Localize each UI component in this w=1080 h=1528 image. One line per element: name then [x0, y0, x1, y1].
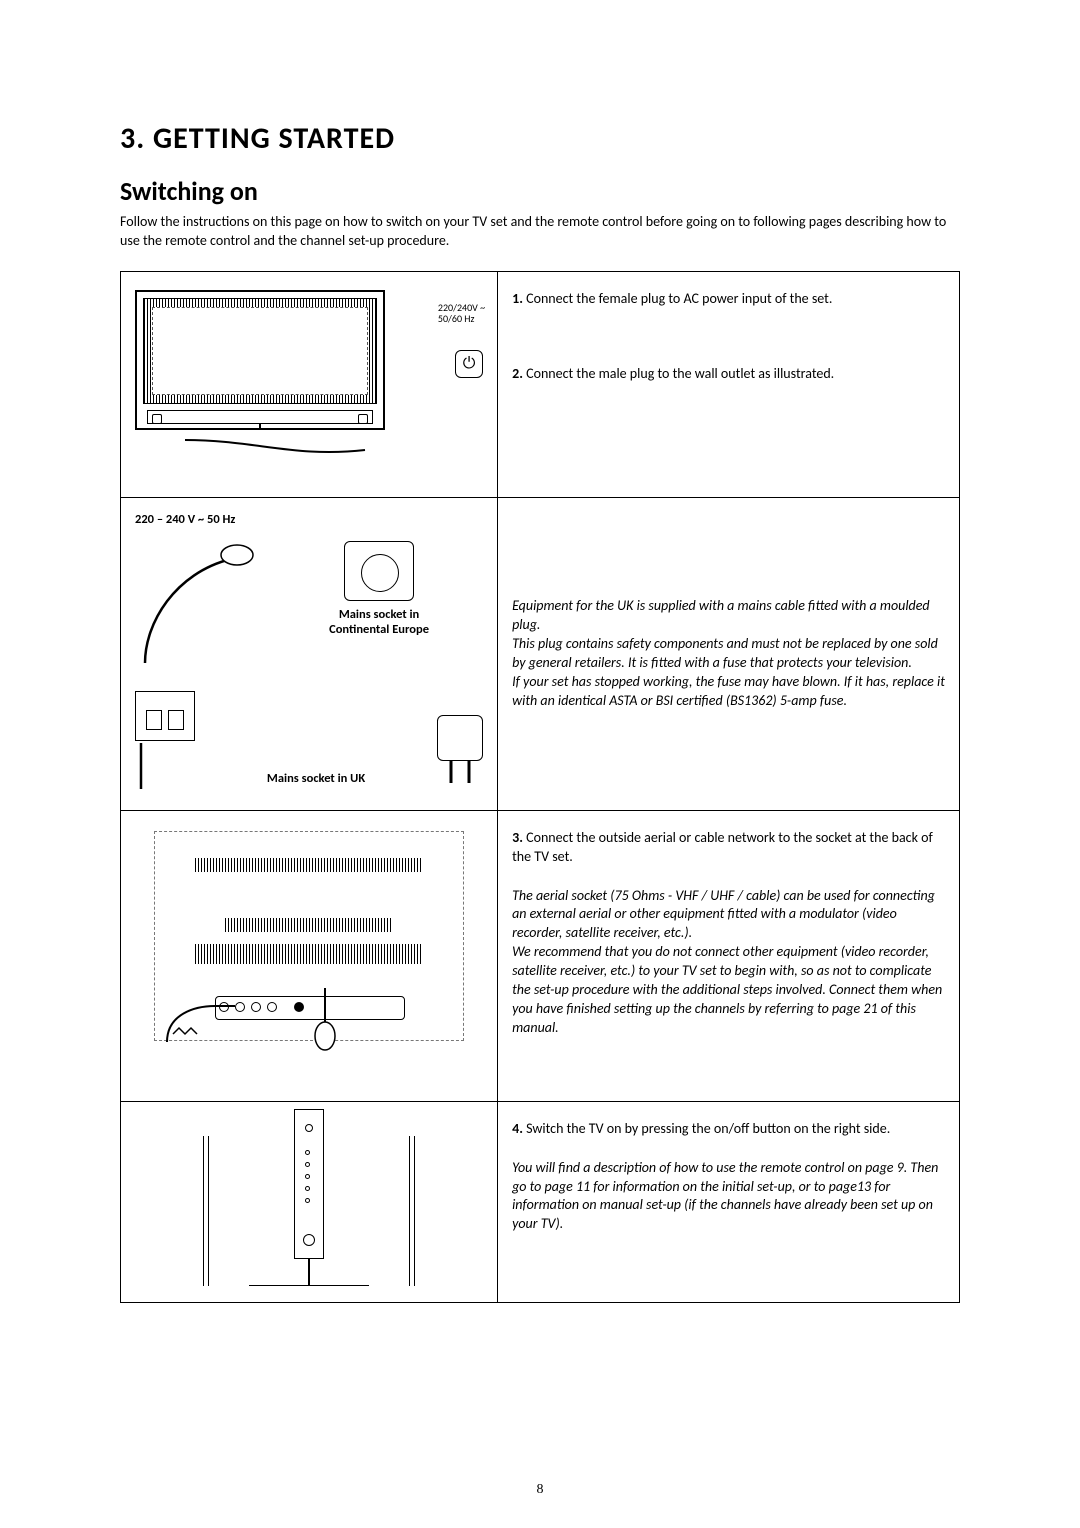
power-cable-illustration — [135, 438, 395, 478]
illustration-cell-mains: 220 – 240 V ~ 50 Hz Mains socket in Cont… — [121, 498, 498, 810]
text-cell-uk-note: Equipment for the UK is supplied with a … — [498, 498, 959, 810]
step-2-text: Connect the male plug to the wall outlet… — [523, 365, 834, 382]
uk-plug-note: Equipment for the UK is supplied with a … — [512, 597, 945, 710]
step-1: 1. Connect the female plug to AC power i… — [512, 290, 945, 309]
aerial-connector-illustration — [305, 988, 345, 1058]
uk-socket-icon — [135, 691, 195, 741]
step-3-number: 3. — [512, 829, 523, 846]
table-row: 220 – 240 V ~ 50 Hz Mains socket in Cont… — [121, 498, 959, 811]
page-number: 8 — [0, 1482, 1080, 1498]
eu-label-line1: Mains socket in — [275, 607, 483, 622]
tv-back-panel-illustration — [154, 831, 464, 1041]
step-4-text: Switch the TV on by pressing the on/off … — [523, 1120, 890, 1137]
section-title: Switching on — [120, 175, 960, 207]
step-3-text: Connect the outside aerial or cable netw… — [512, 829, 933, 865]
illustration-cell-power-input: 220/240V ~ 50/60 Hz ⏻ — [121, 272, 498, 497]
step-2: 2. Connect the male plug to the wall out… — [512, 365, 945, 384]
eu-socket-icon — [344, 541, 414, 601]
uk-plug-pins — [437, 761, 483, 791]
intro-paragraph: Follow the instructions on this page on … — [120, 213, 960, 251]
table-row: 4. Switch the TV on by pressing the on/o… — [121, 1102, 959, 1302]
step-4: 4. Switch the TV on by pressing the on/o… — [512, 1120, 945, 1139]
step-2-number: 2. — [512, 365, 523, 382]
uk-plug-icon — [437, 715, 483, 761]
aerial-note: The aerial socket (75 Ohms - VHF / UHF /… — [512, 887, 945, 1038]
step-3: 3. Connect the outside aerial or cable n… — [512, 829, 945, 867]
wall-plug-icon: ⏻ — [455, 350, 483, 378]
aerial-cable-illustration — [165, 1004, 285, 1044]
step-1-number: 1. — [512, 290, 523, 307]
uk-label: Mains socket in UK — [207, 771, 425, 786]
eu-plug-illustration — [135, 533, 265, 673]
table-row: 220/240V ~ 50/60 Hz ⏻ 1. Connect the fem… — [121, 272, 959, 498]
illustration-cell-aerial — [121, 811, 498, 1101]
voltage-heading: 220 – 240 V ~ 50 Hz — [135, 512, 483, 527]
uk-cable-illustration — [135, 741, 185, 791]
step-1-text: Connect the female plug to AC power inpu… — [523, 290, 832, 307]
voltage-line2: 50/60 Hz — [438, 313, 485, 324]
text-cell-step3: 3. Connect the outside aerial or cable n… — [498, 811, 959, 1101]
text-cell-steps12: 1. Connect the female plug to AC power i… — [498, 272, 959, 497]
chapter-title: 3. GETTING STARTED — [120, 120, 960, 157]
illustration-cell-power-button — [121, 1102, 498, 1302]
text-cell-step4: 4. Switch the TV on by pressing the on/o… — [498, 1102, 959, 1302]
table-row: 3. Connect the outside aerial or cable n… — [121, 811, 959, 1102]
eu-label-line2: Continental Europe — [275, 622, 483, 637]
instruction-table: 220/240V ~ 50/60 Hz ⏻ 1. Connect the fem… — [120, 271, 960, 1303]
remote-note: You will find a description of how to us… — [512, 1159, 945, 1235]
power-button-icon — [303, 1234, 315, 1246]
voltage-label: 220/240V ~ 50/60 Hz — [438, 302, 485, 324]
step-4-number: 4. — [512, 1120, 523, 1137]
tv-rear-illustration — [135, 290, 385, 430]
tv-side-panel-illustration — [294, 1109, 324, 1259]
